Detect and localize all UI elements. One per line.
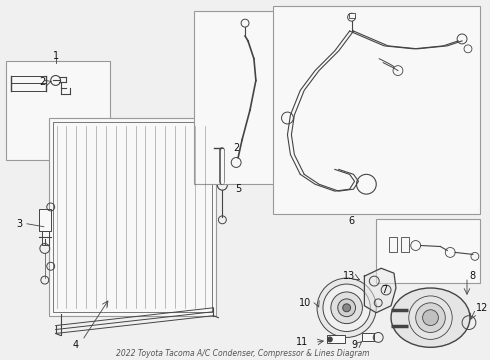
Bar [39, 209, 50, 231]
Text: 12: 12 [476, 303, 488, 313]
Bar [194, 11, 283, 184]
Bar [363, 333, 374, 341]
Text: 9: 9 [351, 340, 358, 350]
Text: 2: 2 [233, 143, 239, 153]
Circle shape [323, 284, 370, 332]
Bar [327, 336, 344, 343]
Text: 3: 3 [16, 219, 22, 229]
Ellipse shape [391, 288, 470, 347]
Text: 2: 2 [40, 77, 46, 87]
Circle shape [343, 304, 350, 312]
Circle shape [331, 292, 363, 324]
Text: 11: 11 [296, 337, 308, 347]
Text: 2022 Toyota Tacoma A/C Condenser, Compressor & Lines Diagram: 2022 Toyota Tacoma A/C Condenser, Compre… [116, 349, 370, 358]
Text: 10: 10 [299, 298, 311, 308]
Bar [42, 231, 49, 244]
Text: 7: 7 [381, 285, 387, 295]
Bar [348, 13, 355, 18]
Bar [49, 118, 217, 316]
Text: 4: 4 [73, 340, 78, 350]
Bar [6, 61, 110, 159]
Circle shape [327, 337, 333, 342]
Text: 1: 1 [52, 51, 59, 61]
Text: 13: 13 [343, 271, 355, 281]
Bar [401, 237, 409, 252]
Polygon shape [365, 268, 396, 313]
Bar [376, 219, 480, 283]
Text: 5: 5 [235, 184, 241, 194]
Circle shape [338, 299, 356, 317]
Text: 6: 6 [348, 216, 355, 226]
Text: 8: 8 [470, 271, 476, 281]
Circle shape [416, 303, 445, 333]
Circle shape [317, 278, 376, 337]
Circle shape [409, 296, 452, 339]
Bar [389, 237, 397, 252]
Bar [53, 122, 213, 312]
Circle shape [422, 310, 439, 325]
Bar [272, 6, 480, 214]
